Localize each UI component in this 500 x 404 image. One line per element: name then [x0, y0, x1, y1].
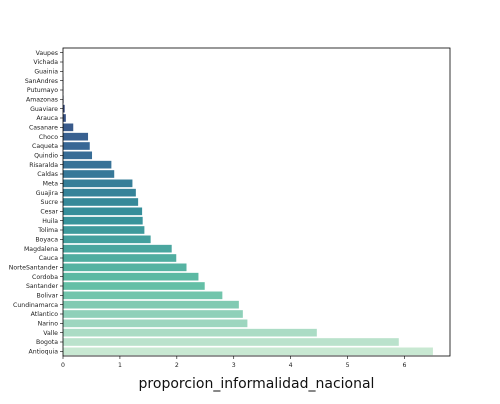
- y-tick-label: Narino: [38, 321, 59, 328]
- bar-nortesantander: [63, 264, 186, 272]
- y-tick-label: Risaralda: [29, 162, 58, 169]
- bar-antioquia: [63, 348, 433, 356]
- x-tick-label: 6: [403, 362, 407, 369]
- bars-group: [63, 77, 433, 355]
- y-tick-label: Bolivar: [37, 293, 59, 300]
- y-tick-label: Vaupes: [36, 50, 58, 57]
- bar-cundinamarca: [63, 301, 239, 309]
- y-tick-label: Cundinamarca: [13, 302, 58, 309]
- x-tick-label: 2: [175, 362, 179, 369]
- y-tick-label: Boyaca: [35, 237, 58, 244]
- x-tick-label: 4: [289, 362, 293, 369]
- y-tick-label: Tolima: [37, 227, 58, 234]
- bar-santander: [63, 282, 205, 290]
- bar-caqueta: [63, 142, 90, 150]
- bar-caldas: [63, 170, 114, 178]
- y-tick-label: Guainia: [34, 69, 58, 76]
- y-tick-label: Casanare: [29, 125, 58, 132]
- bar-atlantico: [63, 310, 243, 318]
- bar-bolivar: [63, 292, 222, 300]
- bar-huila: [63, 217, 143, 225]
- y-tick-labels: Vaupes Vichada Guainia SanAndres Putumayo Ama…: [9, 50, 63, 356]
- bar-cesar: [63, 208, 142, 216]
- y-tick-label: Putumayo: [27, 87, 58, 94]
- y-tick-label: Atlantico: [31, 311, 59, 318]
- y-tick-label: Meta: [43, 181, 59, 188]
- x-ticks: 0 1 2 3 4 5 6: [61, 356, 406, 369]
- bar-tolima: [63, 226, 144, 234]
- y-tick-label: Cauca: [39, 255, 58, 262]
- bar-guajira: [63, 189, 136, 197]
- bar-sucre: [63, 198, 138, 206]
- x-tick-label: 1: [118, 362, 122, 369]
- y-tick-label: SanAndres: [25, 78, 58, 85]
- y-tick-label: Choco: [39, 134, 58, 141]
- y-tick-label: Caqueta: [32, 143, 58, 150]
- y-tick-label: Valle: [43, 330, 58, 337]
- y-tick-label: Bogota: [36, 339, 58, 346]
- y-tick-label: Quindio: [34, 153, 58, 160]
- y-tick-label: Santander: [26, 283, 59, 290]
- y-tick-label: Guaviare: [30, 106, 58, 113]
- x-tick-label: 0: [61, 362, 65, 369]
- bar-narino: [63, 320, 247, 328]
- y-tick-label: Antioquia: [29, 349, 59, 356]
- x-axis-label: proporcion_informalidad_nacional: [139, 376, 375, 392]
- y-tick-label: Cordoba: [32, 274, 58, 281]
- y-tick-label: Cesar: [40, 209, 58, 216]
- bar-cauca: [63, 254, 176, 262]
- bar-arauca: [63, 114, 66, 122]
- y-tick-label: Caldas: [37, 171, 58, 178]
- y-tick-label: Vichada: [33, 59, 58, 66]
- y-tick-label: Magdalena: [24, 246, 58, 253]
- bar-casanare: [63, 124, 73, 132]
- bar-valle: [63, 329, 317, 337]
- y-tick-label: Huila: [42, 218, 58, 225]
- x-tick-label: 5: [346, 362, 350, 369]
- bar-bogota: [63, 338, 399, 346]
- bar-cordoba: [63, 273, 198, 281]
- bar-quindio: [63, 152, 92, 160]
- y-tick-label: Guajira: [36, 190, 58, 197]
- bar-magdalena: [63, 245, 172, 253]
- y-tick-label: Sucre: [41, 199, 59, 206]
- x-tick-label: 3: [232, 362, 236, 369]
- y-tick-label: Amazonas: [26, 97, 58, 104]
- bar-meta: [63, 180, 132, 188]
- y-tick-label: NorteSantander: [9, 265, 59, 272]
- y-tick-label: Arauca: [36, 115, 58, 122]
- bar-boyaca: [63, 236, 151, 244]
- bar-choco: [63, 133, 88, 141]
- bar-risaralda: [63, 161, 111, 169]
